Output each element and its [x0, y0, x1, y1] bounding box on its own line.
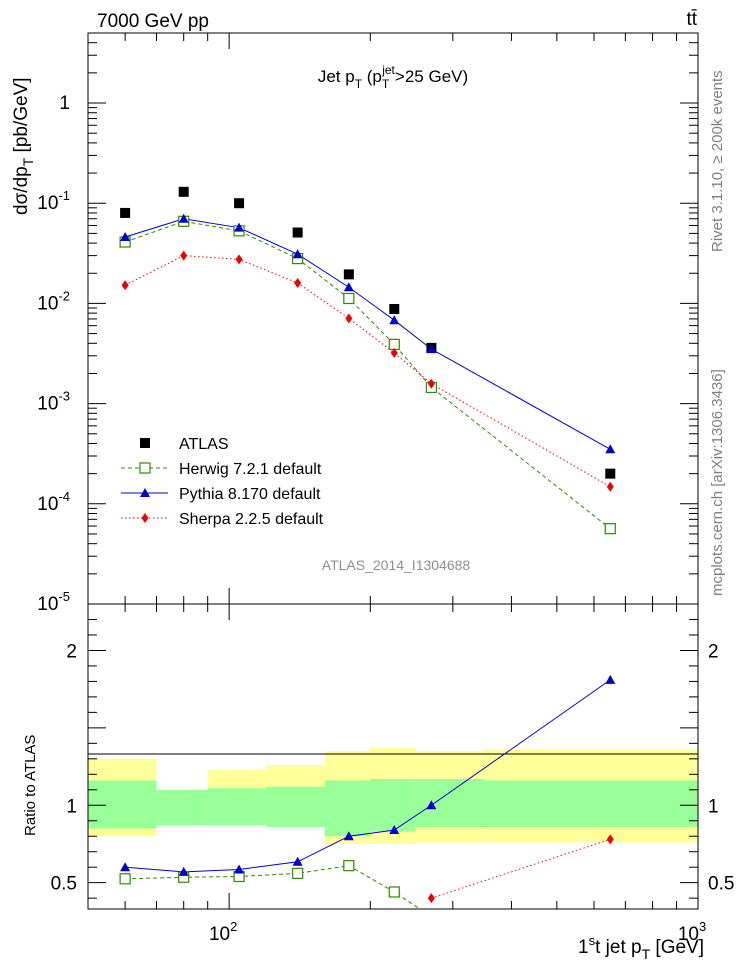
herwig-7-2-1-default-point: [388, 338, 400, 350]
pythia-8-170-default-line: [124, 218, 611, 450]
energy-label: 7000 GeV pp: [97, 11, 209, 32]
mcplots-label: mcplots.cern.ch [arXiv:1306.3436]: [709, 369, 726, 596]
ratio-y-axis-label: Ratio to ATLAS: [22, 735, 39, 836]
atlas-point: [343, 269, 354, 280]
pythia-8-170-default-legend-marker: [140, 488, 150, 497]
chart-title: Jet pT (pTjet>25 GeV): [318, 63, 468, 91]
y-tick-label: 10-2: [37, 288, 70, 314]
herwig-7-2-1-default-legend-marker: [139, 462, 151, 474]
herwig-7-2-1-default-ratio-point: [119, 873, 131, 885]
ratio-band-inner: [484, 780, 698, 827]
ratio-y-tick-label-left: 0.5: [51, 874, 77, 895]
sherpa-2-2-5-default-point: [180, 250, 188, 261]
ratio-panel: 0.5 0.5 1 1 2 2 102 103: [51, 603, 734, 945]
sherpa-2-2-5-default-ratio-point: [427, 893, 435, 904]
pythia-8-170-default-ratio-point: [343, 831, 354, 841]
pythia-8-170-default-point: [426, 344, 437, 354]
sherpa-2-2-5-default-point: [294, 277, 302, 288]
sherpa-2-2-5-default-point: [390, 348, 398, 359]
rivet-label: Rivet 3.1.10, ≥ 200k events: [709, 70, 726, 252]
process-label: tt̄: [686, 9, 697, 30]
ratio-panel-frame: [87, 603, 699, 910]
y-tick-label: 10-1: [37, 188, 70, 214]
atlas-point: [605, 468, 616, 479]
herwig-7-2-1-default-ratio-point: [388, 886, 400, 898]
ratio-y-tick-label-right: 1: [708, 796, 719, 817]
pythia-8-170-default-ratio-point: [178, 866, 189, 876]
atlas-point: [178, 186, 189, 197]
y-tick-label: 10-4: [37, 489, 70, 515]
pythia-8-170-default-point: [178, 213, 189, 223]
pythia-8-170-default-ratio-line: [125, 679, 611, 873]
herwig-7-2-1-default-ratio-point: [426, 912, 436, 922]
herwig-7-2-1-default-ratio-point: [292, 867, 304, 879]
ratio-y-tick-label-left: 2: [66, 641, 77, 662]
ratio-band-inner: [266, 786, 325, 827]
pythia-8-170-default-ratio-point: [605, 674, 616, 684]
ratio-band-inner: [207, 788, 267, 826]
pythia-8-170-default-ratio-point: [120, 862, 131, 872]
sherpa-2-2-5-default-legend-label: Sherpa 2.2.5 default: [179, 511, 324, 528]
herwig-7-2-1-default-point: [604, 523, 616, 535]
y-tick-label: 10-5: [37, 589, 70, 615]
y-tick-label: 10-3: [37, 389, 70, 415]
pythia-8-170-default-point: [343, 282, 354, 292]
atlas-point: [389, 303, 400, 314]
ratio-y-tick-label-right: 2: [708, 641, 719, 662]
pythia-8-170-default-point: [120, 232, 131, 242]
sherpa-2-2-5-default-point: [345, 313, 353, 324]
sherpa-2-2-5-default-point: [121, 280, 129, 291]
x-axis-label: 1st jet pT [GeV]: [578, 933, 704, 962]
pythia-8-170-default-point: [234, 222, 245, 232]
ratio-y-tick-label-right: 0.5: [708, 874, 734, 895]
y-axis-label: dσ/dpT [pb/GeV]: [11, 77, 36, 215]
pythia-8-170-default-point: [389, 315, 400, 325]
sherpa-2-2-5-default-ratio-line: [431, 838, 611, 899]
sherpa-2-2-5-default-ratio-point: [606, 834, 614, 845]
herwig-7-2-1-default-point: [343, 292, 355, 305]
atlas-point: [234, 198, 245, 209]
x-tick-label: 103: [678, 919, 706, 945]
atlas-point: [120, 207, 131, 218]
ratio-band-inner: [415, 778, 485, 827]
ratio-band-inner: [370, 778, 416, 832]
y-tick-label: 1: [59, 93, 70, 114]
ratio-y-tick-label-left: 1: [66, 796, 77, 817]
ratio-band-inner: [324, 780, 371, 837]
x-tick-label: 102: [209, 919, 237, 945]
sherpa-2-2-5-default-point: [606, 481, 614, 492]
pythia-8-170-default-ratio-point: [426, 800, 437, 810]
pythia-8-170-default-point: [292, 249, 303, 259]
ratio-band-inner: [88, 780, 157, 829]
pythia-8-170-default-point: [605, 444, 616, 454]
main-panel: 1 10-1 10-2 10-3 10-4 10-5: [37, 32, 699, 615]
pythia-8-170-default-legend-label: Pythia 8.170 default: [179, 486, 321, 503]
analysis-id: ATLAS_2014_I1304688: [322, 557, 471, 573]
ratio-band-inner: [156, 789, 208, 826]
atlas-legend-marker: [140, 438, 150, 448]
sherpa-2-2-5-default-point: [235, 254, 243, 265]
pythia-8-170-default-ratio-point: [389, 825, 400, 835]
atlas-point: [292, 227, 303, 238]
atlas-legend-label: ATLAS: [179, 436, 229, 453]
pythia-8-170-default-ratio-point: [234, 864, 245, 874]
herwig-7-2-1-default-legend-label: Herwig 7.2.1 default: [179, 461, 322, 478]
pythia-8-170-default-ratio-point: [292, 856, 303, 866]
sherpa-2-2-5-default-point: [427, 378, 435, 389]
sherpa-2-2-5-default-legend-marker: [141, 513, 149, 523]
herwig-7-2-1-default-line: [124, 220, 611, 530]
legend: ATLAS Herwig 7.2.1 default Pythia 8.170 de…: [121, 436, 324, 528]
herwig-7-2-1-default-ratio-point: [343, 860, 355, 872]
